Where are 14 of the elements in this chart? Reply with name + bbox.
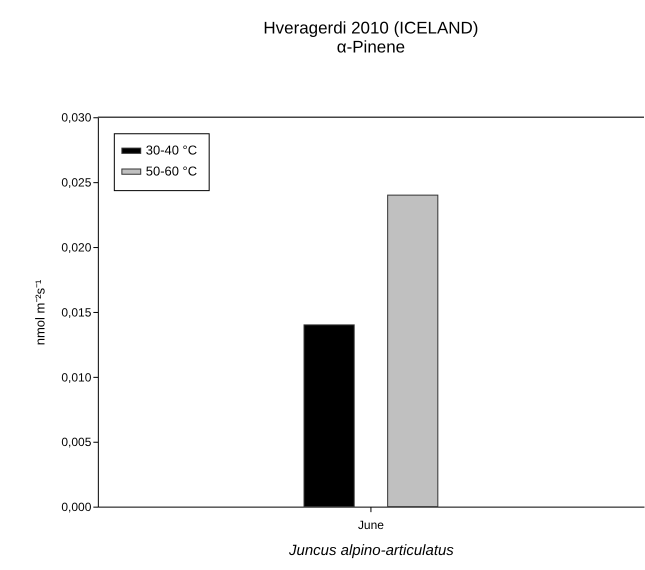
x-tick-label: June (358, 518, 384, 532)
y-tick-label: 0,015 (61, 305, 92, 320)
y-tick-label: 0,025 (61, 176, 92, 190)
y-tick-label: 0,030 (61, 110, 92, 125)
chart-subtitle: α-Pinene (336, 37, 406, 56)
y-axis-title: nmol m⁻²s⁻¹ (32, 278, 48, 346)
y-tick-label: 0,000 (61, 500, 92, 514)
chart-title: Hveragerdi 2010 (ICELAND) (263, 18, 478, 38)
y-tick-label: 0,020 (61, 240, 92, 255)
x-axis-title: Juncus alpino-articulatus (288, 542, 454, 560)
y-tick-label: 0,005 (61, 435, 92, 450)
y-tick-label: 0,010 (61, 370, 92, 384)
legend-label: 50-60 °C (146, 164, 198, 179)
legend-label: 30-40 °C (146, 142, 198, 158)
